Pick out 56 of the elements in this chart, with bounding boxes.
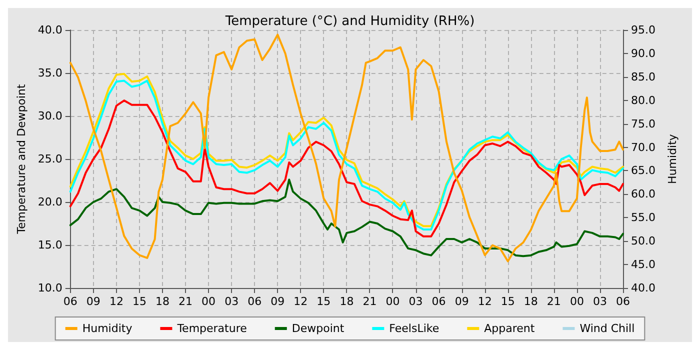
y2-tick-label: 85.0 — [631, 70, 656, 84]
y-tick-label: 20.0 — [38, 196, 62, 208]
y2-tick-label: 60.0 — [631, 188, 656, 201]
y2-tick-label: 50.0 — [631, 234, 656, 248]
legend-label: Apparent — [484, 322, 536, 335]
y2-tick-label: 95.0 — [631, 24, 656, 36]
legend-label: FeelsLike — [389, 322, 440, 335]
x-tick-label: 12 — [294, 295, 308, 308]
x-tick-label: 09 — [454, 295, 469, 308]
x-tick-label: 03 — [592, 295, 607, 308]
x-tick-label: 12 — [109, 295, 124, 308]
x-tick-label: 21 — [178, 295, 193, 308]
y2-tick-label: 70.0 — [631, 140, 656, 154]
x-tick-label: 09 — [270, 295, 285, 308]
x-tick-label: 06 — [248, 295, 262, 308]
x-tick-label: 21 — [546, 295, 561, 308]
y-axis-title: Temperature and Dewpoint — [15, 83, 28, 235]
x-tick-label: 06 — [616, 295, 630, 308]
legend-label: Humidity — [82, 322, 133, 335]
chart-title: Temperature (°C) and Humidity (RH%) — [224, 14, 475, 29]
y2-tick-label: 55.0 — [631, 211, 656, 224]
y-tick-label: 30.0 — [38, 110, 62, 122]
legend-label: Wind Chill — [580, 322, 635, 335]
legend-label: Dewpoint — [292, 322, 345, 335]
x-tick-label: 21 — [362, 295, 377, 308]
y2-axis-title: Humidity — [666, 134, 679, 184]
y2-tick-label: 75.0 — [631, 117, 656, 130]
x-tick-label: 18 — [524, 295, 538, 308]
y-tick-label: 25.0 — [38, 152, 62, 166]
x-tick-label: 12 — [478, 295, 492, 308]
line-series — [69, 178, 624, 258]
x-tick-label: 00 — [202, 295, 216, 308]
x-tick-label: 03 — [408, 295, 423, 308]
y2-tick-label: 45.0 — [631, 258, 656, 272]
x-tick-label: 06 — [63, 295, 78, 308]
x-tick-label: 18 — [340, 295, 354, 308]
x-tick-label: 00 — [570, 295, 584, 308]
legend-label: Temperature — [176, 322, 248, 335]
y2-tick-label: 90.0 — [631, 46, 656, 60]
y-tick-label: 35.0 — [38, 66, 62, 80]
x-tick-label: 09 — [86, 295, 100, 308]
y2-tick-label: 40.0 — [631, 282, 656, 294]
line-series — [69, 100, 624, 238]
x-tick-label: 00 — [386, 295, 400, 308]
x-tick-label: 06 — [432, 295, 446, 308]
x-tick-label: 18 — [155, 295, 170, 308]
line-series — [69, 34, 624, 262]
y2-tick-label: 80.0 — [631, 94, 656, 107]
y-tick-label: 10.0 — [38, 282, 62, 294]
x-tick-label: 15 — [316, 295, 331, 308]
y2-tick-label: 65.0 — [631, 164, 656, 178]
x-tick-label: 15 — [500, 295, 515, 308]
x-tick-label: 15 — [132, 295, 146, 308]
y-tick-label: 40.0 — [38, 24, 62, 36]
y-tick-label: 15.0 — [38, 238, 62, 252]
x-tick-label: 03 — [224, 295, 239, 308]
